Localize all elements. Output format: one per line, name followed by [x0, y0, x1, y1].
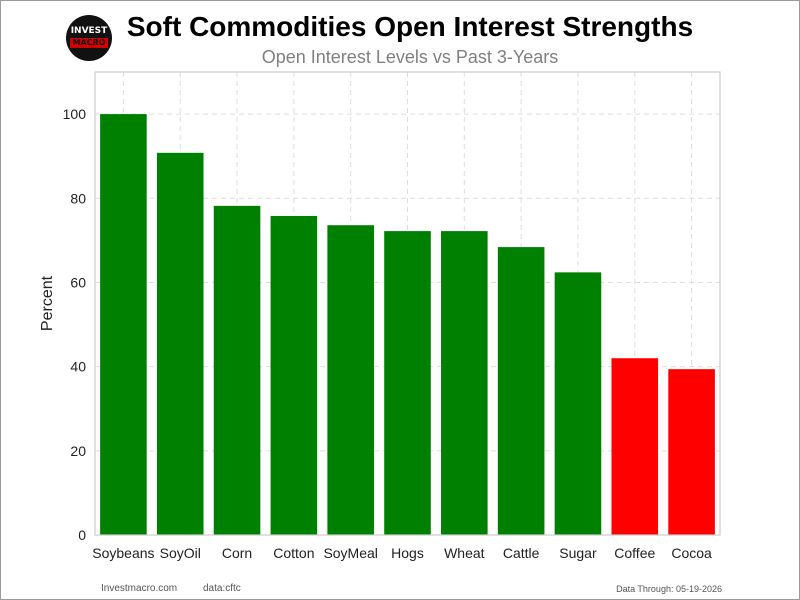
bar-cattle	[497, 247, 545, 535]
plot-border	[94, 71, 721, 536]
x-tick-label: Wheat	[444, 545, 485, 561]
y-tick-label: 100	[63, 106, 87, 122]
y-tick-label: 60	[70, 274, 86, 290]
bar-corn	[213, 205, 261, 535]
bar-cocoa	[668, 369, 715, 535]
chart-title: Soft Commodities Open Interest Strengths	[126, 11, 694, 42]
bar-soyoil	[156, 152, 204, 535]
bar-hogs	[384, 231, 431, 535]
footer-data-through: Data Through: 05-19-2026	[616, 584, 722, 594]
x-tick-label: SoyMeal	[323, 545, 377, 561]
footer-site: Investmacro.com	[101, 583, 178, 594]
x-tick-label: Coffee	[614, 545, 655, 561]
x-tick-label: Soybeans	[92, 545, 154, 561]
y-tick-label: 80	[70, 190, 86, 206]
chart-subtitle: Open Interest Levels vs Past 3-Years	[261, 47, 559, 67]
y-axis-label: Percent	[39, 275, 56, 331]
x-tick-label: Sugar	[559, 545, 597, 561]
logo-text-invest: INVEST	[70, 26, 108, 36]
bar-coffee	[611, 358, 659, 535]
bar-cotton	[270, 215, 318, 535]
x-tick-label: Cattle	[503, 545, 540, 561]
y-tick-label: 40	[70, 359, 86, 375]
x-tick-label: Corn	[222, 545, 252, 561]
logo-text-macro: MACRO	[70, 38, 108, 48]
bar-sugar	[554, 272, 602, 535]
bar-soybeans	[100, 114, 147, 535]
investmacro-logo: INVEST MACRO	[66, 15, 112, 61]
y-tick-label: 0	[78, 527, 86, 543]
x-tick-label: SoyOil	[160, 545, 201, 561]
x-tick-label: Cocoa	[671, 545, 712, 561]
x-tick-label: Hogs	[391, 545, 424, 561]
bar-wheat	[441, 231, 488, 535]
y-tick-label: 20	[70, 443, 86, 459]
x-tick-label: Cotton	[273, 545, 314, 561]
bar-soymeal	[327, 225, 374, 535]
footer-source: data:cftc	[203, 583, 241, 594]
